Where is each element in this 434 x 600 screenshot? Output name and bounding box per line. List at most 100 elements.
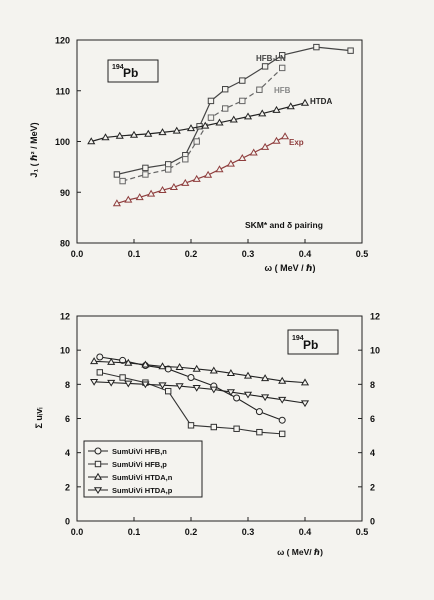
y2-tick-label: 10: [370, 346, 380, 356]
data-point: [222, 86, 229, 93]
series-line: [122, 67, 283, 182]
y-tick-label: 6: [65, 414, 70, 424]
data-point: [209, 386, 218, 394]
data-point: [300, 378, 310, 386]
data-point: [204, 170, 213, 178]
data-point: [258, 109, 267, 117]
x-tick-label: 0.5: [356, 249, 369, 259]
legend-label: SumUiVi HTDA,n: [112, 473, 173, 482]
data-point: [193, 138, 200, 145]
data-point: [115, 131, 124, 139]
x-tick-label: 0.0: [71, 527, 84, 537]
data-point: [124, 358, 133, 366]
y-axis-label: J₁ ( ℏ² / MeV): [29, 122, 39, 177]
legend-label: SumUiVi HFB,p: [112, 460, 167, 469]
y2-tick-label: 0: [370, 517, 375, 527]
data-point: [207, 114, 215, 121]
data-point: [129, 130, 139, 138]
data-point: [135, 193, 144, 201]
y2-tick-label: 4: [370, 448, 375, 458]
series-line: [116, 135, 286, 204]
data-point: [192, 364, 201, 372]
data-point: [172, 126, 181, 134]
data-point: [90, 357, 99, 365]
x-tick-label: 0.3: [242, 527, 255, 537]
data-point: [243, 371, 253, 379]
series-sumuivi-htda-n: [90, 357, 310, 386]
data-point: [226, 369, 235, 377]
data-point: [347, 47, 354, 54]
data-point: [233, 425, 240, 432]
data-point: [142, 164, 149, 172]
data-point: [272, 105, 281, 113]
data-point: [261, 142, 270, 150]
y-tick-label: 0: [65, 517, 70, 527]
x-tick-label: 0.4: [299, 249, 312, 259]
data-point: [158, 128, 167, 136]
data-point: [87, 137, 96, 145]
y-tick-label: 80: [60, 239, 70, 249]
x-tick-label: 0.2: [185, 249, 198, 259]
series-line: [116, 46, 351, 176]
data-point: [119, 356, 127, 364]
x-tick-label: 0.1: [128, 249, 141, 259]
data-point: [107, 379, 116, 387]
data-point: [158, 186, 167, 194]
series-label: HFB: [274, 86, 291, 95]
series-hfb: [119, 64, 286, 185]
panel-label-mass: 194: [292, 335, 304, 342]
data-point: [124, 195, 133, 203]
series-label: HTDA: [310, 97, 332, 106]
data-point: [112, 199, 121, 207]
y-tick-label: 2: [65, 482, 70, 492]
series-line: [91, 102, 306, 143]
y-tick-label: 100: [55, 137, 70, 147]
data-point: [272, 136, 281, 144]
data-point: [313, 43, 320, 51]
data-point: [182, 156, 189, 163]
panel-label-mass: 194: [112, 64, 124, 71]
data-point: [286, 102, 295, 110]
y-tick-label: 90: [60, 188, 70, 198]
x-axis-label: ω ( MeV/ ℏ): [277, 547, 323, 557]
moment-of-inertia-chart: 0.0 0.1 0.2 0.3 0.4 0.5 80 90 100 110 120 ω ( MeV /…: [29, 36, 368, 274]
data-point: [124, 380, 133, 388]
series-label: Exp: [289, 138, 304, 147]
data-point: [186, 124, 196, 132]
data-point: [181, 178, 190, 186]
data-point: [255, 408, 263, 416]
data-point: [239, 77, 246, 84]
data-point: [144, 129, 153, 137]
legend-box: [83, 440, 203, 498]
data-point: [279, 52, 286, 59]
data-point: [215, 118, 224, 126]
data-point: [165, 166, 172, 173]
x-tick-label: 0.3: [242, 249, 255, 259]
data-point: [96, 369, 103, 376]
y-tick-label: 12: [60, 312, 70, 322]
legend: SumUiVi HFB,n SumUiVi HFB,p SumUiVi HTDA,n…: [83, 440, 203, 498]
y2-tick-label: 2: [370, 482, 375, 492]
x-tick-label: 0.2: [185, 527, 198, 537]
data-point: [256, 86, 263, 93]
data-point: [192, 174, 201, 182]
legend-marker: [93, 487, 103, 494]
y-tick-label: 4: [65, 448, 70, 458]
data-point: [261, 394, 270, 402]
panel-label-element: Pb: [303, 338, 318, 352]
data-point: [158, 382, 167, 390]
data-point: [300, 98, 310, 106]
y-tick-label: 10: [60, 346, 70, 356]
data-point: [238, 154, 247, 162]
data-point: [175, 383, 184, 391]
data-point: [158, 362, 167, 370]
y-tick-label: 8: [65, 380, 70, 390]
data-point: [169, 182, 178, 190]
data-point: [279, 430, 286, 438]
series-label: HFB-LN: [256, 54, 286, 63]
data-point: [222, 105, 229, 112]
panel-label-box: [107, 59, 159, 83]
data-point: [141, 360, 150, 368]
y2-tick-label: 8: [370, 380, 375, 390]
